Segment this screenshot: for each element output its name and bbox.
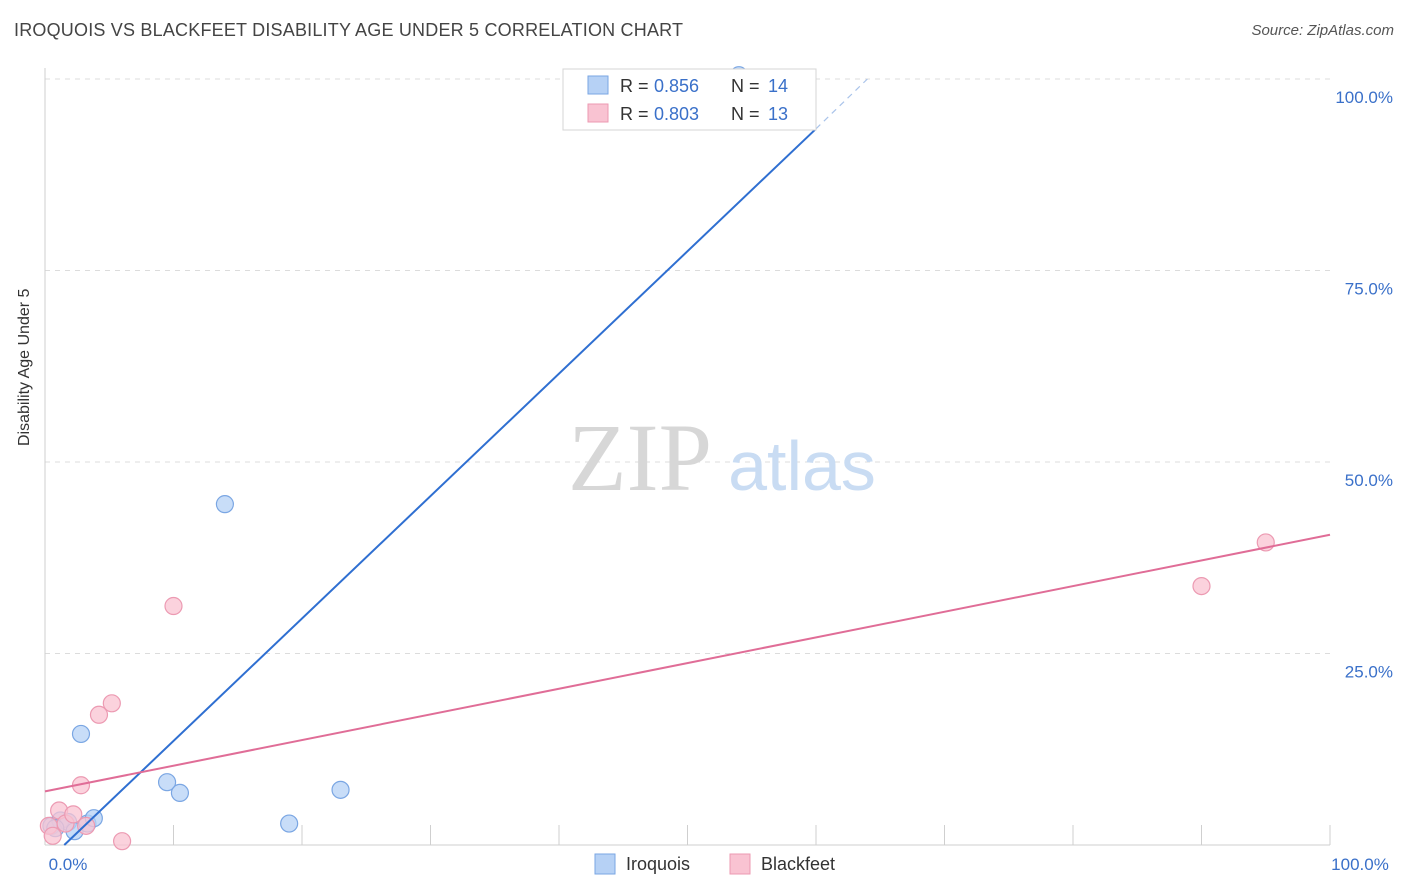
legend-blackfeet-swatch [729,853,751,875]
gridlines [45,78,1330,654]
iroquois-n-label: N = [731,76,760,96]
blackfeet-points [39,533,1275,851]
iroquois-point [215,495,234,514]
x-tick-label-0: 0.0% [49,855,88,874]
iroquois-n-value: 14 [768,76,788,96]
iroquois-r-value: 0.856 [654,76,699,96]
source-label: Source: ZipAtlas.com [1251,22,1394,39]
iroquois-point [280,814,299,833]
x-axis-ticks [44,825,1331,845]
stats-legend: R = 0.856 N = 14 R = 0.803 N = 13 [562,68,817,131]
chart-title: IROQUOIS VS BLACKFEET DISABILITY AGE UND… [14,20,684,40]
x-tick-label-100: 100.0% [1331,855,1389,874]
iroquois-r-label: R = [620,76,649,96]
iroquois-trend-line [63,128,817,846]
blackfeet-point [64,805,83,824]
y-tick-label-100: 100.0% [1335,88,1393,107]
blackfeet-swatch [587,103,609,123]
legend-blackfeet-label: Blackfeet [761,854,835,874]
blackfeet-point [43,826,62,845]
blackfeet-point [89,705,109,724]
iroquois-swatch [587,75,609,95]
iroquois-point [331,780,350,799]
legend-iroquois-label: Iroquois [626,854,690,874]
iroquois-trend-extension [815,78,868,130]
blackfeet-trend-line [44,533,1331,793]
blackfeet-r-value: 0.803 [654,104,699,124]
blackfeet-point [112,832,132,851]
blackfeet-n-label: N = [731,104,760,124]
y-tick-label-75: 75.0% [1345,280,1393,299]
iroquois-point [157,773,177,792]
blackfeet-point [1192,576,1211,596]
iroquois-point [170,783,190,803]
blackfeet-n-value: 13 [768,104,788,124]
iroquois-point [71,724,91,744]
trend-lines [44,78,1331,846]
series-legend: Iroquois Blackfeet [594,853,835,875]
blackfeet-point [164,596,183,616]
blackfeet-point [77,816,96,835]
watermark-atlas: atlas [728,427,876,505]
y-tick-labels: 25.0% 50.0% 75.0% 100.0% [1335,88,1393,682]
watermark-zip: ZIP [568,404,712,511]
y-tick-label-50: 50.0% [1345,471,1393,490]
legend-iroquois-swatch [594,853,616,875]
y-tick-label-25: 25.0% [1345,663,1393,682]
blackfeet-point [102,694,121,713]
blackfeet-r-label: R = [620,104,649,124]
